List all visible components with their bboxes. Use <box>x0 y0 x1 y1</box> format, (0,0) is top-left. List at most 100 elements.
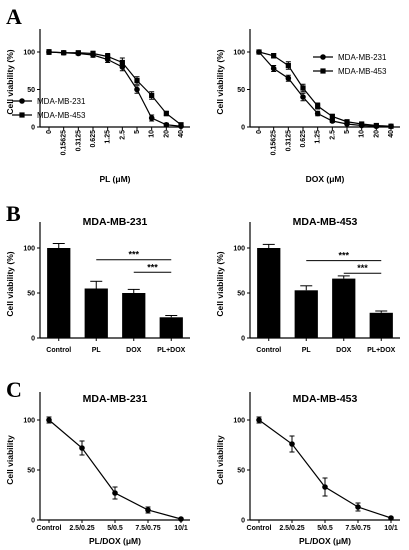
bar-pl <box>84 288 108 338</box>
legend-marker-square <box>320 68 326 74</box>
y-axis-label: Cell viability (%) <box>5 49 15 114</box>
y-tick-label: 100 <box>233 50 245 57</box>
data-point-square <box>178 122 184 128</box>
x-tick-label: PL+DOX <box>157 347 186 354</box>
y-tick-label: 100 <box>23 246 35 253</box>
x-tick-label: 2.5/0.25 <box>69 525 94 532</box>
chart-c2-mda-mb-453-combination: MDA-MB-453 0 50 100 Cell viability Control 2.5… <box>215 392 400 546</box>
bar-control <box>257 248 281 338</box>
x-tick-label: 5 <box>134 130 141 134</box>
legend-marker-circle <box>19 98 25 104</box>
data-point-square <box>271 53 277 59</box>
x-tick-label: DOX <box>126 347 142 354</box>
x-tick-label: 5/0.5 <box>107 525 123 532</box>
x-axis-label: PL/DOX (μM) <box>89 536 141 546</box>
x-tick-label: 40 <box>178 130 185 138</box>
data-point-square <box>105 53 111 60</box>
y-tick-label: 50 <box>27 291 35 298</box>
x-tick-label: 5 <box>344 130 351 134</box>
legend-label: MDA-MB-453 <box>37 111 86 120</box>
data-point-circle <box>163 121 170 128</box>
significance-label: *** <box>357 263 368 273</box>
bar-pl <box>294 290 318 338</box>
y-tick-label: 0 <box>31 125 35 132</box>
data-point-circle <box>256 417 262 423</box>
chart-a2-dox-dose-response: 0 50 100 Cell viability (%) 0 0.15625 0.3125 0.… <box>215 29 400 184</box>
data-point-circle <box>285 75 292 82</box>
x-tick-label: 0.625 <box>90 130 97 148</box>
x-axis-label: PL/DOX (μM) <box>299 536 351 546</box>
y-axis-label: Cell viability (%) <box>215 251 225 316</box>
x-tick-label: 10 <box>149 130 156 138</box>
chart-b2-mda-mb-453-bars: MDA-MB-453 0 50 100 Cell viability (%) Contro… <box>215 216 400 354</box>
data-point-circle <box>46 417 52 423</box>
data-point-circle <box>289 441 295 447</box>
data-point-square <box>373 122 379 129</box>
data-point-square <box>300 85 306 91</box>
x-tick-label: Control <box>256 347 281 354</box>
y-tick-label: 50 <box>27 468 35 475</box>
y-tick-label: 50 <box>237 468 245 475</box>
bar-pl-dox <box>159 317 183 338</box>
data-point-circle <box>148 115 155 121</box>
data-point-square <box>163 110 169 117</box>
data-point-square <box>119 59 125 66</box>
data-point-square <box>315 103 321 109</box>
series-line <box>258 51 391 127</box>
legend-marker-square <box>19 112 25 118</box>
chart-title: MDA-MB-231 <box>83 216 148 228</box>
chart-title: MDA-MB-231 <box>83 393 148 405</box>
y-tick-label: 100 <box>233 246 245 253</box>
x-tick-label: PL <box>302 347 312 354</box>
x-axis-label: PL (μM) <box>99 174 130 184</box>
data-point-circle <box>145 507 151 513</box>
x-tick-label: 1.25 <box>315 130 322 144</box>
y-tick-label: 50 <box>237 87 245 94</box>
data-point-square <box>359 121 365 127</box>
series-line <box>258 51 392 127</box>
x-tick-label: 10/1 <box>174 525 188 532</box>
bar-dox <box>332 278 356 338</box>
y-tick-label: 0 <box>31 336 35 343</box>
panel-label-a: A <box>6 4 22 29</box>
legend-label: MDA-MB-231 <box>338 53 387 62</box>
chart-c1-mda-mb-231-combination: MDA-MB-231 0 50 100 Cell viability Control 2.5… <box>5 392 190 546</box>
data-point-circle <box>355 504 361 510</box>
x-tick-label: 0.15625 <box>271 130 278 155</box>
data-point-square <box>75 50 81 56</box>
x-tick-label: PL+DOX <box>367 347 396 354</box>
data-point-circle <box>112 490 118 496</box>
x-tick-label: PL <box>92 347 102 354</box>
x-tick-label: 0.3125 <box>75 130 82 152</box>
legend-marker-circle <box>320 54 326 60</box>
significance-label: *** <box>338 251 349 261</box>
x-tick-label: 1.25 <box>105 130 112 144</box>
series-line <box>258 419 392 519</box>
x-axis-label: DOX (μM) <box>306 174 345 184</box>
y-tick-label: 0 <box>31 518 35 525</box>
y-tick-label: 50 <box>237 291 245 298</box>
data-point-square <box>90 50 96 57</box>
x-tick-label: DOX <box>336 347 352 354</box>
x-tick-label: 20 <box>373 130 380 138</box>
x-tick-label: 7.5/0.75 <box>345 525 370 532</box>
data-point-square <box>285 62 291 69</box>
x-tick-label: Control <box>247 525 272 532</box>
data-point-circle <box>322 484 328 490</box>
data-point-square <box>344 119 350 125</box>
data-point-square <box>149 92 155 99</box>
bar-dox <box>122 293 146 338</box>
x-tick-label: 2.5 <box>329 130 336 140</box>
data-point-circle <box>329 118 336 124</box>
data-point-circle <box>79 445 85 451</box>
y-tick-label: 100 <box>23 50 35 57</box>
data-point-square <box>61 50 67 56</box>
data-point-circle <box>314 110 321 117</box>
data-point-square <box>134 77 140 84</box>
y-tick-label: 0 <box>241 125 245 132</box>
data-point-square <box>46 49 52 55</box>
panel-label-b: B <box>6 201 21 226</box>
significance-label: *** <box>128 250 139 260</box>
series-line <box>48 419 182 520</box>
